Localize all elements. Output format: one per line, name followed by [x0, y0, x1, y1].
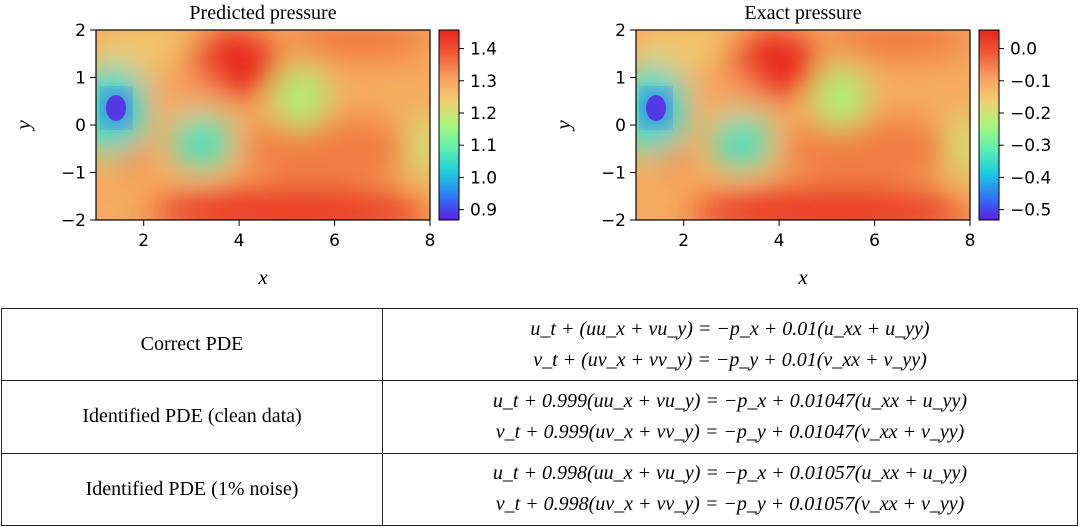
colorbar: 0.0 −0.1 −0.2 −0.3 −0.4 −0.5	[978, 29, 1051, 221]
equation-cell: u_t + 0.999(uu_x + vu_y) = −p_x + 0.0104…	[382, 380, 1078, 454]
x-tick-label: 8	[965, 231, 976, 251]
colorbar-tick-label: 1.4	[470, 40, 497, 60]
equation-line: u_t + 0.998(uu_x + vu_y) = −p_x + 0.0105…	[492, 462, 968, 485]
colorbar: 1.4 1.3 1.2 1.1 1.0 0.9	[438, 29, 497, 221]
pde-comparison-table: Correct PDE u_t + (uu_x + vu_y) = −p_x +…	[1, 307, 1078, 527]
x-tick-label: 8	[425, 231, 436, 251]
x-axis-label: x	[797, 265, 808, 289]
y-tick-label: 2	[615, 21, 626, 41]
colorbar-tick-label: −0.5	[1010, 201, 1051, 221]
equation-line: u_t + 0.999(uu_x + vu_y) = −p_x + 0.0104…	[492, 389, 968, 412]
colorbar-tick-label: 1.2	[470, 104, 497, 124]
equation-cell: u_t + (uu_x + vu_y) = −p_x + 0.01(u_xx +…	[382, 307, 1078, 382]
colorbar-tick-label: 0.0	[1010, 40, 1037, 60]
colorbar-tick-label: −0.2	[1010, 104, 1051, 124]
y-tick-label: 1	[75, 69, 86, 89]
equation-line: v_t + (uv_x + vv_y) = −p_y + 0.01(v_xx +…	[533, 348, 927, 371]
pressure-figure: Predicted pressure	[11, 2, 1051, 289]
colorbar-tick-label: 1.0	[470, 168, 497, 188]
x-tick-label: 4	[774, 231, 785, 251]
colorbar-tick-label: −0.1	[1010, 72, 1051, 92]
y-axis-ticks: 2 1 0 −1 −2	[61, 21, 96, 231]
x-tick-label: 2	[138, 231, 149, 251]
row-label: Correct PDE	[1, 307, 383, 382]
table-row: Identified PDE (1% noise) u_t + 0.998(uu…	[1, 452, 1078, 527]
y-tick-label: −1	[61, 164, 86, 184]
equation-cell: u_t + 0.998(uu_x + vu_y) = −p_x + 0.0105…	[382, 452, 1078, 527]
panel-title: Exact pressure	[744, 2, 861, 24]
y-axis-label: y	[11, 120, 35, 132]
x-tick-label: 6	[329, 231, 340, 251]
x-axis-ticks: 2 4 6 8	[138, 220, 435, 251]
table-row: Correct PDE u_t + (uu_x + vu_y) = −p_x +…	[1, 307, 1078, 382]
x-tick-label: 4	[234, 231, 245, 251]
y-axis-label: y	[551, 120, 575, 132]
x-axis-label: x	[257, 265, 268, 289]
y-tick-label: −2	[601, 211, 626, 231]
colorbar-tick-label: −0.3	[1010, 136, 1051, 156]
equation-line: v_t + 0.998(uv_x + vv_y) = −p_y + 0.0105…	[495, 493, 965, 516]
y-axis-ticks: 2 1 0 −1 −2	[601, 21, 636, 231]
panel-title: Predicted pressure	[189, 2, 336, 24]
y-tick-label: 1	[615, 69, 626, 89]
x-tick-label: 2	[678, 231, 689, 251]
row-label: Identified PDE (1% noise)	[1, 452, 383, 527]
heatmap-field	[636, 30, 970, 220]
colorbar-tick-label: 0.9	[470, 201, 497, 221]
table-row: Identified PDE (clean data) u_t + 0.999(…	[1, 380, 1078, 454]
colorbar-tick-label: 1.1	[470, 136, 497, 156]
equation-line: v_t + 0.999(uv_x + vv_y) = −p_y + 0.0104…	[495, 420, 965, 443]
x-axis-ticks: 2 4 6 8	[678, 220, 975, 251]
predicted-pressure-panel: Predicted pressure	[11, 2, 497, 289]
row-label: Identified PDE (clean data)	[1, 380, 383, 454]
colorbar-tick-label: 1.3	[470, 72, 497, 92]
y-tick-label: −2	[61, 211, 86, 231]
equation-line: u_t + (uu_x + vu_y) = −p_x + 0.01(u_xx +…	[530, 317, 930, 340]
heatmap-field	[96, 30, 430, 220]
y-tick-label: 2	[75, 21, 86, 41]
exact-pressure-panel: Exact pressure	[551, 2, 1051, 289]
y-tick-label: 0	[615, 116, 626, 136]
colorbar-tick-label: −0.4	[1010, 168, 1051, 188]
x-tick-label: 6	[869, 231, 880, 251]
y-tick-label: −1	[601, 164, 626, 184]
y-tick-label: 0	[75, 116, 86, 136]
